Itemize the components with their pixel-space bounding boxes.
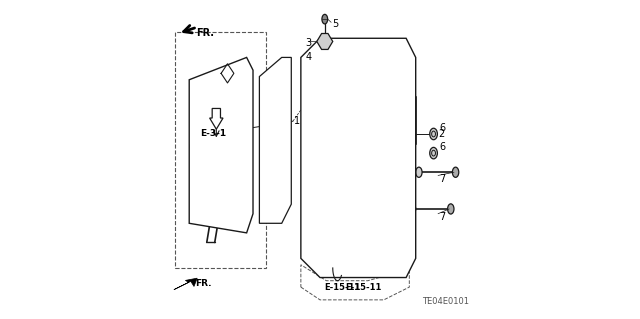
Text: 6: 6 [439, 122, 445, 133]
Ellipse shape [416, 167, 422, 177]
Polygon shape [317, 33, 333, 49]
Ellipse shape [196, 110, 236, 187]
Text: 3: 3 [305, 38, 312, 48]
Polygon shape [259, 57, 291, 223]
Ellipse shape [452, 167, 459, 177]
Text: 5: 5 [332, 19, 339, 29]
Polygon shape [189, 57, 253, 233]
Polygon shape [210, 108, 223, 129]
Text: 2: 2 [438, 129, 444, 139]
Text: 7: 7 [439, 174, 445, 184]
Ellipse shape [322, 65, 327, 72]
Ellipse shape [331, 148, 382, 247]
Bar [175, 32, 266, 268]
Text: 4: 4 [305, 52, 312, 63]
Text: 1: 1 [294, 116, 300, 126]
Text: FR.: FR. [195, 279, 211, 288]
Text: E-15-11: E-15-11 [345, 283, 381, 292]
Text: TE04E0101: TE04E0101 [422, 297, 470, 306]
Ellipse shape [429, 147, 437, 159]
Text: FR.: FR. [196, 28, 214, 39]
Polygon shape [301, 38, 416, 278]
Text: E-3-1: E-3-1 [200, 130, 227, 138]
Ellipse shape [429, 128, 437, 140]
Ellipse shape [322, 14, 328, 24]
Text: 7: 7 [439, 212, 445, 222]
Ellipse shape [447, 204, 454, 214]
Text: E-15-11: E-15-11 [324, 283, 360, 292]
Ellipse shape [410, 204, 416, 214]
Ellipse shape [326, 64, 387, 179]
Text: 6: 6 [439, 142, 445, 152]
Polygon shape [174, 278, 197, 290]
